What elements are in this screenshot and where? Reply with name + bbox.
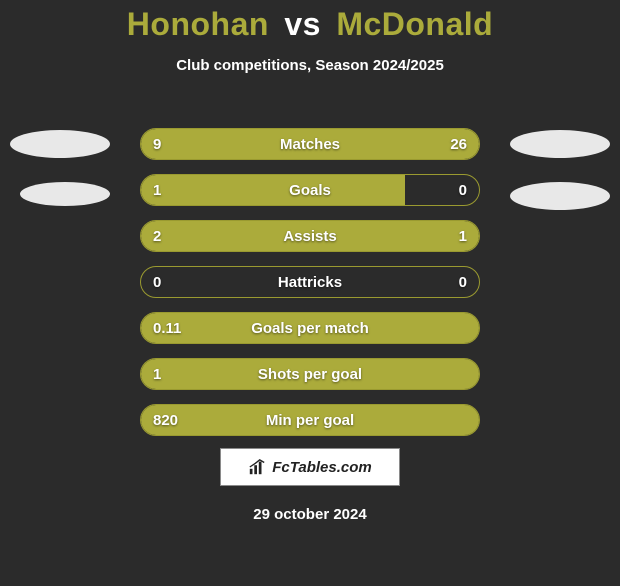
player1-photo-placeholder-top — [10, 130, 110, 158]
stat-label: Hattricks — [141, 267, 479, 297]
date-text: 29 october 2024 — [0, 506, 620, 523]
stat-right-value: 1 — [459, 221, 467, 251]
player2-photo-placeholder-bottom — [510, 182, 610, 210]
stat-label: Goals per match — [141, 313, 479, 343]
stat-label: Min per goal — [141, 405, 479, 435]
vs-text: vs — [284, 6, 321, 42]
stat-right-value: 0 — [459, 175, 467, 205]
stat-row-goals-per-match: 0.11 Goals per match — [140, 312, 480, 344]
player1-name: Honohan — [127, 6, 269, 42]
chart-icon — [248, 458, 266, 476]
source-badge: FcTables.com — [220, 448, 400, 486]
player2-name: McDonald — [336, 6, 493, 42]
stat-row-assists: 2 Assists 1 — [140, 220, 480, 252]
subtitle: Club competitions, Season 2024/2025 — [0, 57, 620, 74]
stat-label: Assists — [141, 221, 479, 251]
stat-row-goals: 1 Goals 0 — [140, 174, 480, 206]
stat-label: Shots per goal — [141, 359, 479, 389]
comparison-title: Honohan vs McDonald — [0, 6, 620, 43]
stat-row-shots-per-goal: 1 Shots per goal — [140, 358, 480, 390]
player2-photo-placeholder-top — [510, 130, 610, 158]
stat-label: Goals — [141, 175, 479, 205]
stat-right-value: 26 — [450, 129, 467, 159]
stat-right-value: 0 — [459, 267, 467, 297]
stat-label: Matches — [141, 129, 479, 159]
player1-photo-placeholder-bottom — [20, 182, 110, 206]
stat-row-min-per-goal: 820 Min per goal — [140, 404, 480, 436]
stat-row-hattricks: 0 Hattricks 0 — [140, 266, 480, 298]
source-text: FcTables.com — [272, 459, 371, 476]
stats-bars: 9 Matches 26 1 Goals 0 2 Assists 1 0 Hat… — [140, 128, 480, 450]
stat-row-matches: 9 Matches 26 — [140, 128, 480, 160]
